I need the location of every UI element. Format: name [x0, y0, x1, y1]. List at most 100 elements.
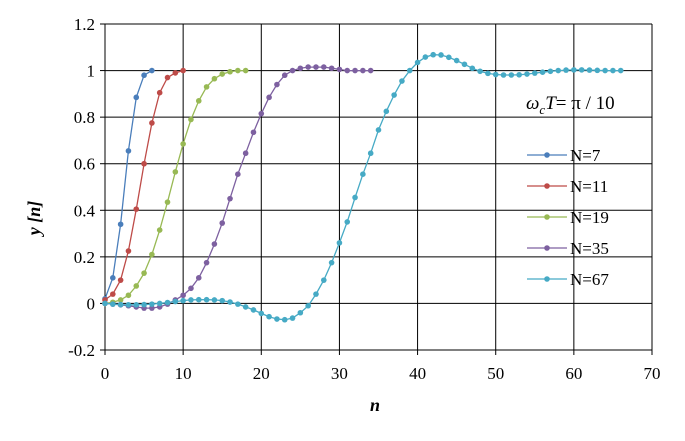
x-tick-label-3: 30 [331, 364, 348, 383]
legend-label-4: N=67 [570, 270, 609, 289]
data-point-4-45 [453, 57, 460, 64]
y-tick-label-7: 1.2 [74, 15, 95, 34]
data-point-4-6 [149, 301, 155, 307]
data-point-4-8 [164, 299, 171, 306]
data-point-3-19 [250, 129, 257, 136]
data-point-4-46 [461, 61, 468, 68]
data-point-4-44 [446, 54, 452, 61]
data-point-4-10 [180, 297, 186, 304]
legend-item-4: N=67 [527, 270, 609, 289]
data-point-0-1 [110, 275, 116, 281]
data-point-4-64 [602, 67, 608, 74]
data-point-3-25 [297, 65, 304, 72]
data-point-2-16 [227, 68, 233, 75]
legend-label-1: N=11 [570, 177, 608, 196]
series-4 [102, 51, 624, 323]
legend: N=7 N=11 N=19 N=35 N=67 [527, 146, 609, 289]
data-point-2-11 [188, 116, 194, 123]
data-point-4-0 [102, 300, 108, 307]
data-point-4-62 [586, 67, 593, 73]
data-point-4-37 [391, 92, 397, 98]
data-point-4-5 [141, 301, 147, 308]
y-tick-label-0: -0.2 [68, 341, 95, 360]
data-point-1-10 [180, 67, 186, 74]
data-point-1-1 [110, 291, 116, 297]
data-point-4-17 [235, 301, 241, 307]
data-point-0-2 [117, 221, 124, 228]
y-axis-title-suffix: ] [24, 201, 44, 208]
data-point-4-61 [578, 67, 585, 73]
data-point-4-36 [383, 108, 390, 115]
legend-swatch-marker-1 [544, 183, 550, 189]
data-point-3-6 [149, 305, 155, 311]
legend-swatch-marker-4 [544, 276, 550, 282]
data-point-4-51 [500, 72, 507, 78]
legend-item-3: N=35 [527, 239, 609, 258]
data-point-4-40 [414, 59, 421, 66]
legend-swatch-marker-0 [544, 152, 550, 158]
data-point-4-4 [133, 302, 140, 308]
data-point-4-22 [274, 316, 280, 322]
data-point-3-32 [352, 67, 358, 74]
data-point-2-7 [156, 227, 163, 233]
y-axis-title-prefix: y [ [24, 216, 44, 237]
annotation-omega-ct: ωcT= π / 10 [526, 93, 615, 117]
data-point-3-13 [203, 259, 210, 266]
data-point-3-27 [313, 64, 319, 70]
data-point-4-28 [321, 277, 327, 283]
data-point-4-66 [617, 67, 624, 74]
data-point-4-63 [594, 67, 601, 74]
data-point-3-24 [289, 67, 296, 74]
data-point-4-25 [297, 309, 304, 316]
legend-label-3: N=35 [570, 239, 609, 258]
data-point-4-65 [610, 67, 616, 74]
data-point-4-60 [571, 67, 577, 73]
data-point-3-21 [266, 94, 272, 101]
y-tick-label-6: 1 [87, 62, 96, 81]
series-0 [102, 67, 155, 302]
data-point-3-11 [188, 285, 194, 292]
data-point-2-15 [219, 71, 226, 77]
x-tick-label-4: 40 [409, 364, 426, 383]
data-point-3-23 [281, 72, 288, 79]
data-point-1-3 [125, 248, 132, 254]
x-tick-label-0: 0 [101, 364, 110, 383]
data-point-4-29 [328, 259, 335, 266]
data-point-4-19 [250, 307, 257, 313]
x-tick-label-6: 60 [565, 364, 582, 383]
data-point-4-3 [125, 302, 132, 308]
data-point-0-3 [125, 148, 132, 154]
data-point-2-10 [180, 141, 186, 147]
x-axis-title: n [370, 395, 380, 415]
annotation-pi-over-10: = π / 10 [556, 93, 615, 114]
data-point-4-39 [406, 67, 413, 74]
data-point-3-17 [235, 171, 241, 177]
data-point-3-10 [180, 292, 186, 299]
x-tick-label-7: 70 [644, 364, 661, 383]
y-tick-label-3: 0.4 [74, 201, 96, 220]
legend-item-0: N=7 [527, 146, 601, 165]
data-point-3-34 [367, 67, 374, 74]
data-point-2-6 [149, 251, 155, 258]
data-point-2-18 [242, 67, 249, 74]
annotation-omega: ω [526, 93, 539, 114]
data-point-2-17 [235, 67, 241, 74]
gridlines [100, 23, 653, 355]
data-point-4-59 [563, 67, 569, 73]
data-point-2-4 [133, 283, 140, 289]
data-point-2-14 [211, 75, 218, 82]
series-1 [102, 67, 186, 303]
data-point-3-33 [360, 67, 366, 74]
data-point-4-9 [172, 298, 179, 305]
annotation-subscript: c [539, 102, 545, 117]
data-point-4-53 [516, 71, 522, 78]
annotation-t: T [545, 93, 557, 114]
data-point-4-58 [555, 67, 562, 74]
data-point-1-4 [133, 206, 140, 212]
data-point-4-32 [352, 194, 358, 201]
data-point-4-49 [485, 70, 491, 77]
data-point-3-26 [305, 64, 311, 70]
y-tick-label-1: 0 [87, 294, 96, 313]
